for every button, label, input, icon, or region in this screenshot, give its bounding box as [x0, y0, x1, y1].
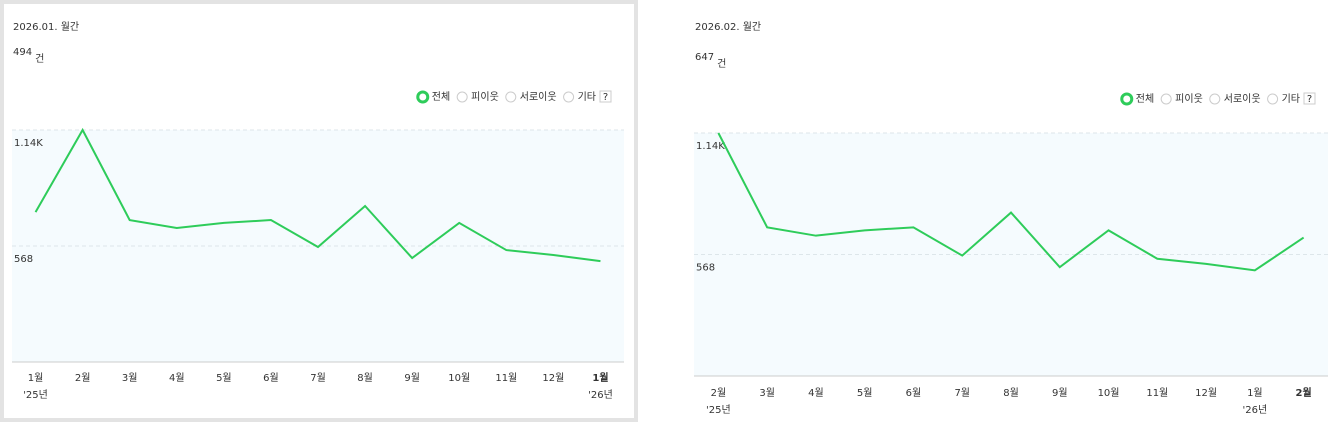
x-tick-label: 2월 — [1296, 387, 1312, 399]
legend-radio[interactable] — [1160, 93, 1172, 105]
legend-radio[interactable] — [456, 91, 468, 103]
total-unit: 건 — [717, 58, 726, 70]
legend-radio[interactable] — [1267, 93, 1279, 105]
x-tick-label: 5월 — [857, 387, 873, 399]
total-count: 494 — [13, 47, 32, 58]
legend-radio-dot — [420, 95, 425, 99]
x-tick-label: 2월 — [75, 372, 91, 384]
x-tick-label: 3월 — [122, 372, 138, 384]
x-tick-label: 12월 — [1195, 387, 1217, 399]
help-box[interactable] — [1303, 92, 1316, 105]
legend-label[interactable]: 서로이웃 — [520, 91, 557, 103]
legend-radio[interactable] — [563, 91, 575, 103]
x-tick-label: 6월 — [263, 372, 279, 384]
x-tick-label: 8월 — [357, 372, 373, 384]
period-title: 2026.01. 월간 — [13, 21, 79, 33]
y-tick-label: 568 — [696, 263, 715, 274]
legend-label[interactable]: 기타 — [1282, 93, 1300, 105]
legend-radio-dot — [1124, 97, 1129, 101]
help-text: ? — [603, 92, 608, 103]
legend-label[interactable]: 전체 — [432, 91, 450, 103]
period-title: 2026.02. 월간 — [695, 21, 761, 33]
x-tick-label: 1월 — [28, 372, 44, 384]
legend-label[interactable]: 서로이웃 — [1224, 93, 1261, 105]
x-tick-label: 7월 — [310, 372, 326, 384]
x-tick-label: 4월 — [808, 387, 824, 399]
x-sublabel: '26년 — [588, 389, 613, 401]
x-tick-label: 10월 — [1098, 387, 1120, 399]
legend-label[interactable]: 피이웃 — [1175, 93, 1203, 105]
x-tick-label: 2월 — [711, 387, 727, 399]
x-sublabel: '26년 — [1243, 404, 1268, 416]
y-tick-label: 1.14K — [696, 141, 725, 152]
x-tick-label: 1월 — [592, 372, 608, 384]
x-tick-label: 9월 — [404, 372, 420, 384]
x-tick-label: 11월 — [495, 372, 517, 384]
x-tick-label: 4월 — [169, 372, 185, 384]
x-tick-label: 11월 — [1146, 387, 1168, 399]
data-line — [34, 127, 601, 263]
x-tick-label: 12월 — [542, 372, 564, 384]
total-unit: 건 — [35, 53, 44, 65]
total-count: 647 — [695, 52, 714, 63]
data-line — [717, 132, 1305, 272]
help-text: ? — [1307, 94, 1312, 105]
legend-radio[interactable] — [505, 91, 517, 103]
y-tick-label: 1.14K — [14, 138, 43, 149]
legend-label[interactable]: 기타 — [578, 91, 596, 103]
x-tick-label: 8월 — [1003, 387, 1019, 399]
x-tick-label: 6월 — [906, 387, 922, 399]
y-tick-label: 568 — [14, 254, 33, 265]
legend-label[interactable]: 전체 — [1136, 93, 1154, 105]
x-tick-label: 5월 — [216, 372, 232, 384]
x-tick-label: 3월 — [759, 387, 775, 399]
legend-label[interactable]: 피이웃 — [471, 91, 499, 103]
x-sublabel: '25년 — [23, 389, 48, 401]
x-tick-label: 7월 — [954, 387, 970, 399]
x-tick-label: 1월 — [1247, 387, 1263, 399]
x-sublabel: '25년 — [706, 404, 731, 416]
x-tick-label: 10월 — [448, 372, 470, 384]
help-box[interactable] — [599, 90, 612, 103]
x-tick-label: 9월 — [1052, 387, 1068, 399]
legend-radio[interactable] — [1209, 93, 1221, 105]
card-border — [0, 0, 638, 422]
